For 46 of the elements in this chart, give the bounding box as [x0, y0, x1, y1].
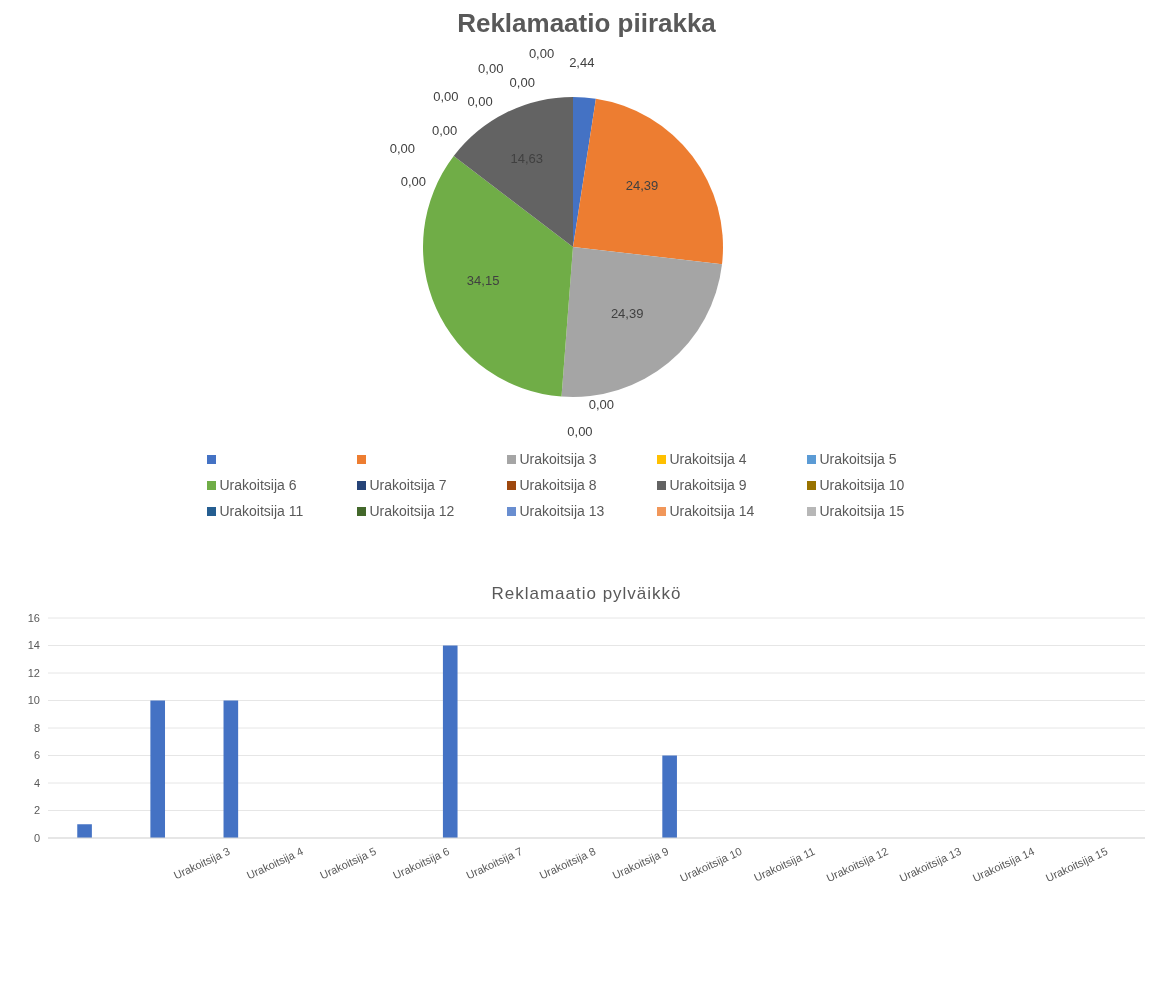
y-tick-label: 16 — [27, 611, 40, 624]
chart-title: Reklamaatio pylväikkö — [490, 584, 683, 605]
legend-label: Urakoitsija 7 — [369, 477, 447, 493]
legend-label: Urakoitsija 14 — [669, 503, 755, 519]
data-label: 34,15 — [466, 272, 500, 288]
pie-slice — [561, 247, 723, 397]
text: 0,00 — [509, 74, 535, 90]
legend-label: Urakoitsija 9 — [669, 477, 747, 493]
y-tick-label: 6 — [33, 749, 40, 762]
text: 0,00 — [567, 424, 593, 440]
y-tick-label: 10 — [27, 694, 40, 707]
bar — [223, 700, 239, 838]
data-label: 24,39 — [610, 306, 644, 322]
text: 0,00 — [478, 60, 504, 76]
legend-label: Urakoitsija 5 — [819, 451, 897, 467]
text: 0,00 — [528, 46, 555, 62]
pie-slice — [573, 97, 596, 247]
legend-label: Urakoitsija 3 — [519, 451, 597, 467]
legend-label: Urakoitsija 4 — [669, 451, 747, 467]
legend-label: Urakoitsija 11 — [219, 503, 304, 519]
y-tick-label: 8 — [33, 721, 40, 734]
chart-title: Reklamaatio piirakka — [456, 8, 717, 40]
text: 0,00 — [431, 123, 458, 139]
text: 0,00 — [400, 174, 427, 190]
legend-label: Urakoitsija 8 — [519, 477, 597, 493]
text: 0,00 — [588, 397, 615, 413]
legend-label: Urakoitsija 15 — [819, 503, 905, 519]
y-tick-label: 4 — [33, 776, 40, 789]
data-label: 24,39 — [625, 178, 659, 194]
legend-label: Urakoitsija 12 — [369, 503, 455, 519]
pie-slice — [573, 98, 723, 265]
bar — [150, 700, 166, 838]
legend-label: Urakoitsija 6 — [219, 477, 297, 493]
data-label: 2,44 — [569, 55, 595, 71]
bar — [662, 755, 677, 838]
y-tick-label: 2 — [33, 804, 40, 817]
text: 0,00 — [389, 141, 416, 157]
y-tick-label: 0 — [33, 831, 40, 844]
y-tick-label: 14 — [27, 639, 40, 652]
bar — [77, 824, 92, 838]
bar — [442, 645, 458, 838]
y-tick-label: 12 — [27, 666, 40, 679]
legend-label: Urakoitsija 10 — [819, 477, 905, 493]
text: 0,00 — [433, 88, 459, 104]
text: 0,00 — [467, 93, 493, 109]
legend-label: Urakoitsija 13 — [519, 503, 605, 519]
